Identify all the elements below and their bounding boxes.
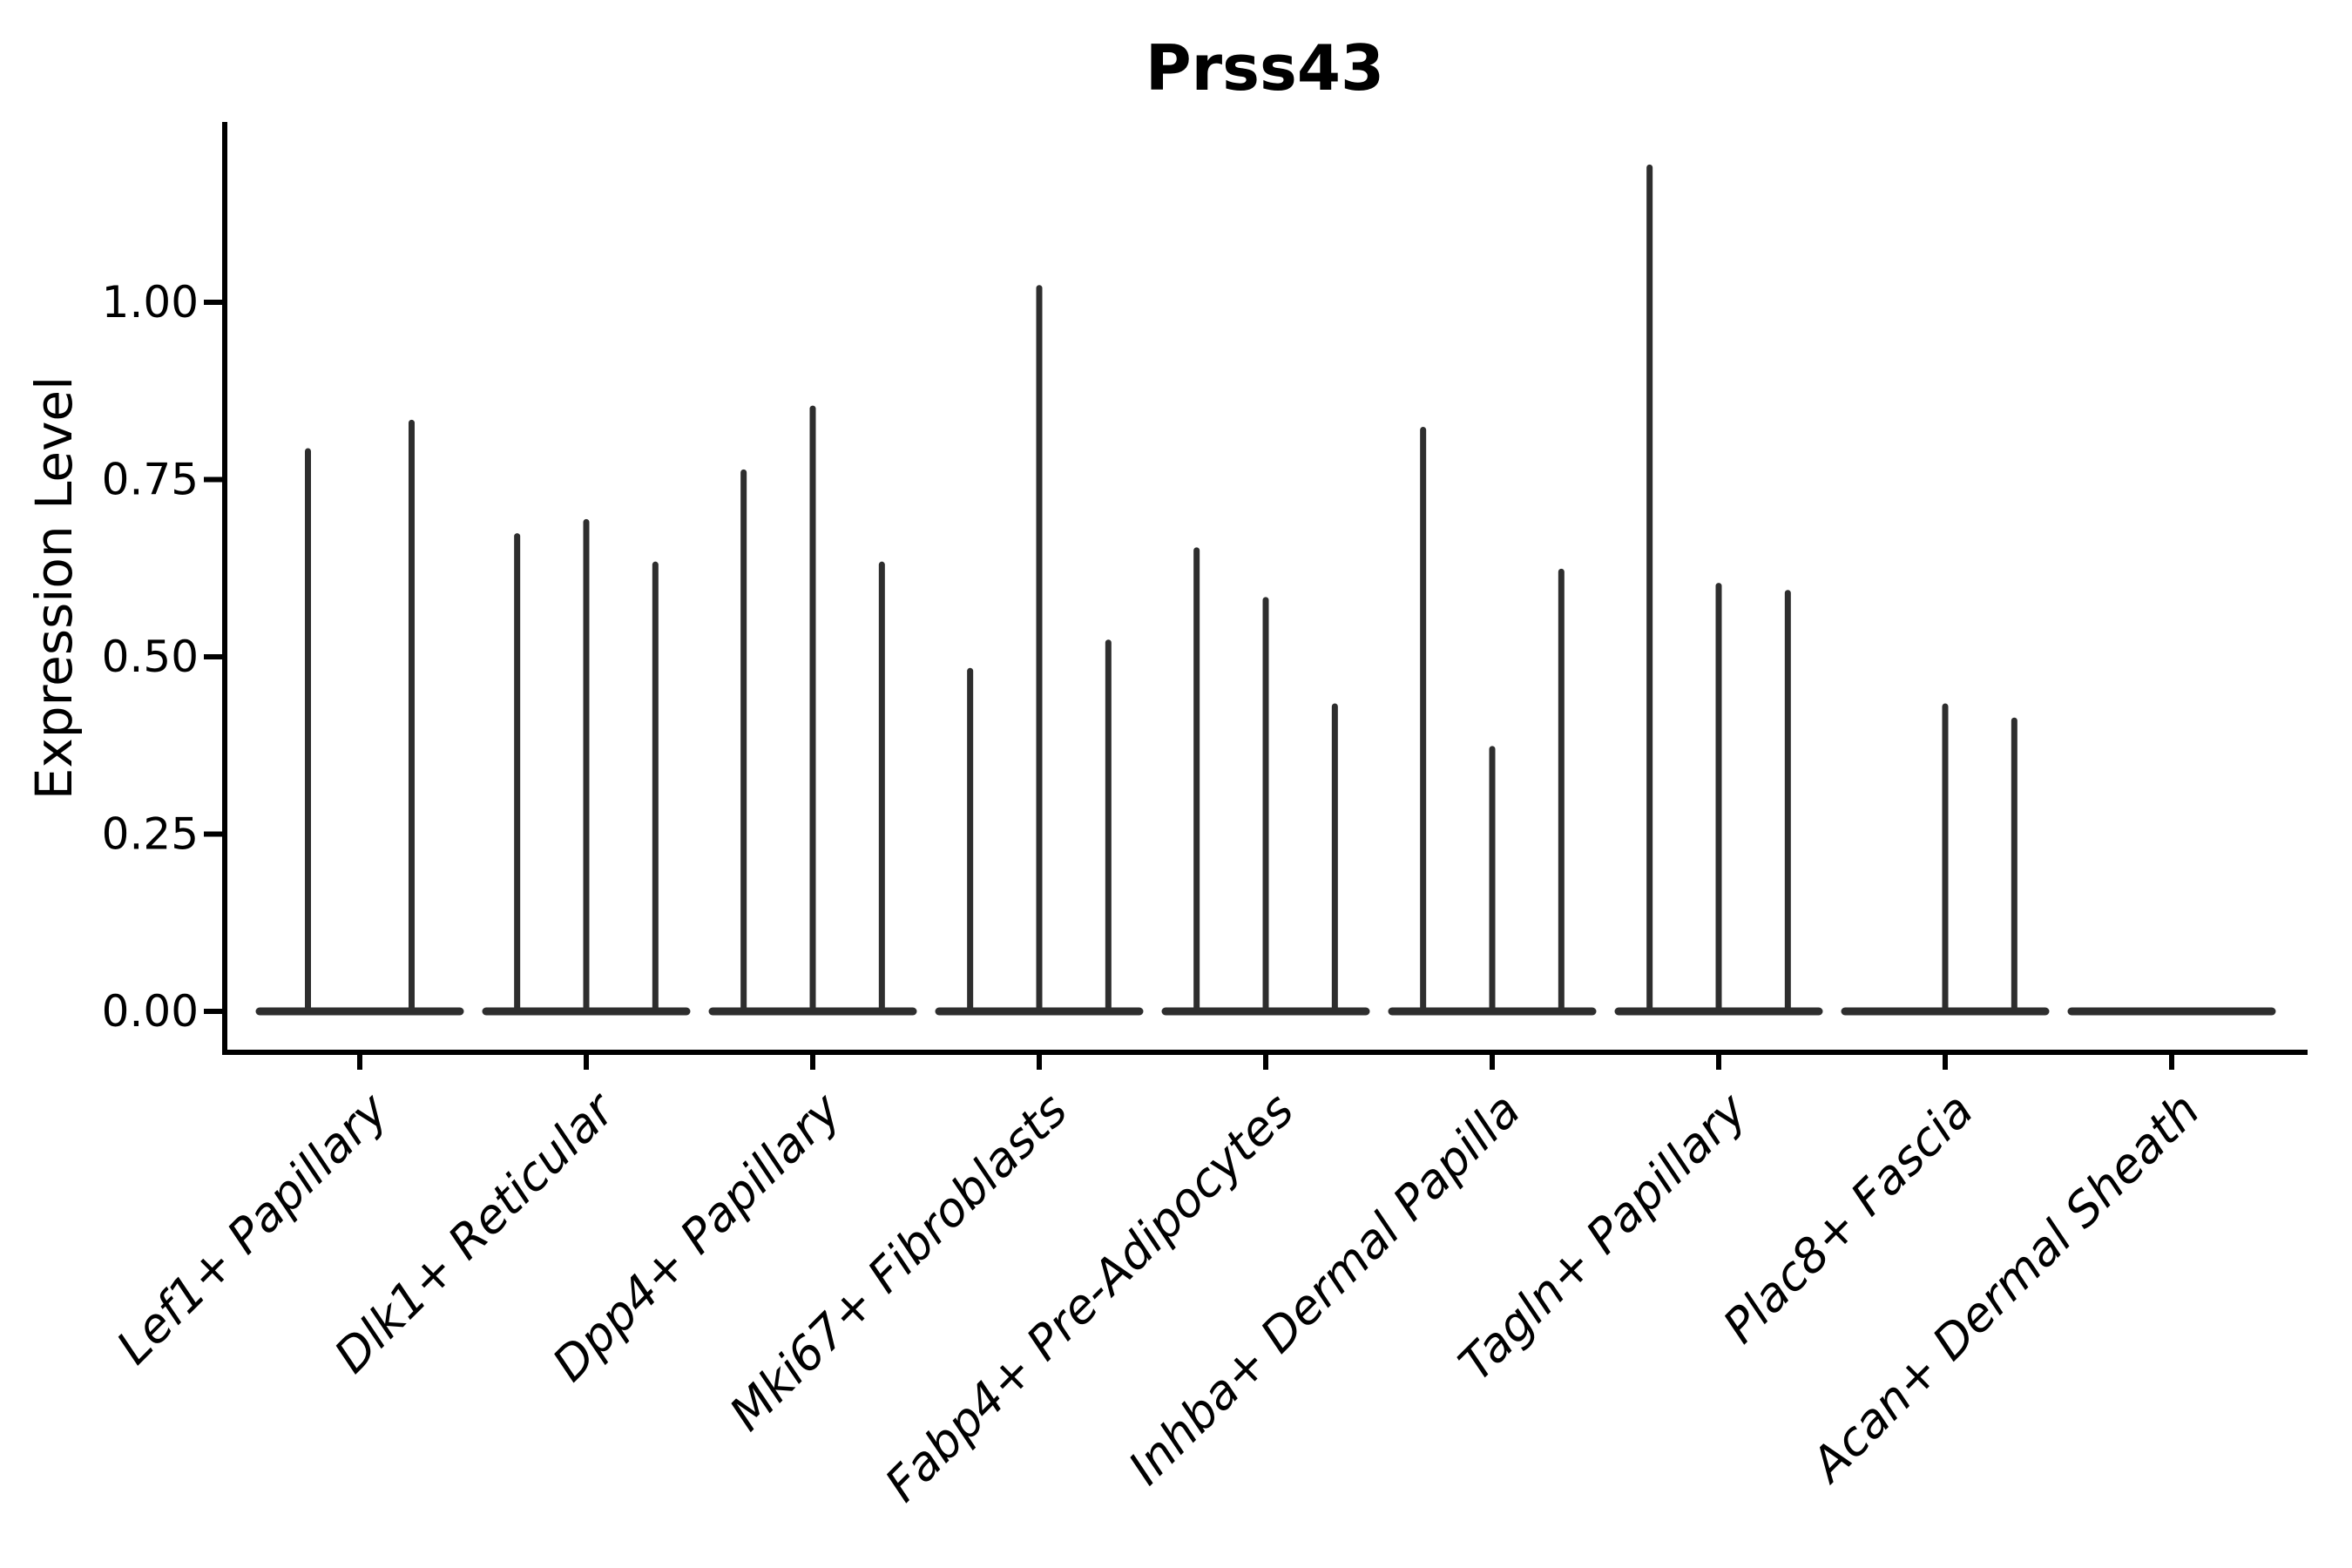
y-tick-label: 0.75 bbox=[102, 455, 199, 505]
y-tick-label: 1.00 bbox=[102, 277, 199, 328]
y-tick-label: 0.00 bbox=[102, 986, 199, 1037]
y-tick-label: 0.50 bbox=[102, 632, 199, 682]
x-tick-label: Fabp4+ Pre-Adipocytes bbox=[875, 1083, 1304, 1512]
x-tick-label: Inhba+ Dermal Papilla bbox=[1118, 1083, 1531, 1496]
y-tick-label: 0.25 bbox=[102, 809, 199, 860]
x-tick-label: Acan+ Dermal Sheath bbox=[1799, 1083, 2210, 1494]
chart-title: Prss43 bbox=[1146, 31, 1384, 105]
y-axis-title: Expression Level bbox=[24, 376, 84, 800]
